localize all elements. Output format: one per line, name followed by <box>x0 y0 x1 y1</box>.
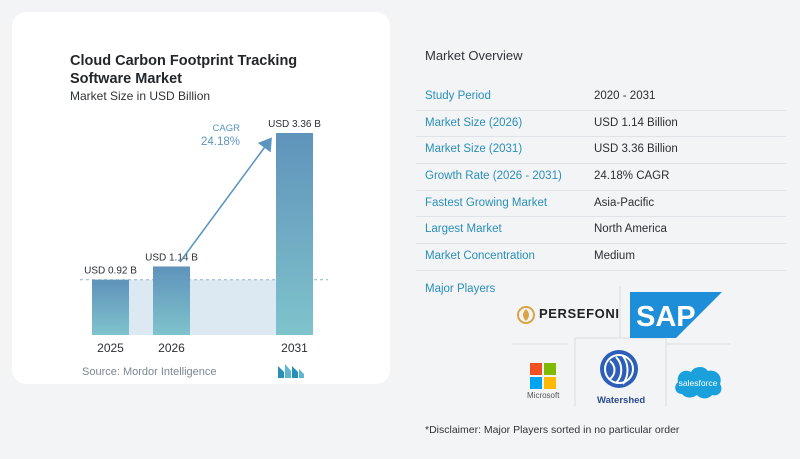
disclaimer-note: *Disclaimer: Major Players sorted in no … <box>425 424 680 436</box>
overview-title: Market Overview <box>425 48 523 63</box>
overview-label: Study Period <box>425 90 491 102</box>
salesforce-logo-icon: salesforce <box>675 366 722 399</box>
cagr-value: 24.18% <box>201 136 240 148</box>
source-note: Source: Mordor Intelligence <box>82 366 217 378</box>
persefoni-logo-text: PERSEFONI <box>539 306 620 321</box>
x-tick-label: 2031 <box>281 341 308 355</box>
overview-row-study-period: Study Period 2020 - 2031 <box>416 84 786 111</box>
cagr-arrow <box>179 137 272 263</box>
players-grid-lines <box>512 286 730 406</box>
overview-table: Study Period 2020 - 2031 Market Size (20… <box>416 84 786 271</box>
overview-label: Largest Market <box>425 223 502 236</box>
overview-value: North America <box>594 223 667 236</box>
watershed-logo-icon <box>600 350 638 388</box>
overview-label: Fastest Growing Market <box>425 196 548 209</box>
sap-logo-text: SAP <box>636 301 696 333</box>
microsoft-logo-icon <box>530 363 556 389</box>
overview-value: USD 1.14 Billion <box>594 116 678 129</box>
microsoft-logo-text: Microsoft <box>527 391 560 400</box>
x-tick-label: 2026 <box>158 341 185 355</box>
overview-value: USD 3.36 Billion <box>594 143 678 156</box>
overview-label: Market Size (2031) <box>425 143 523 156</box>
overview-row-fastest-growing: Fastest Growing Market Asia-Pacific <box>416 191 786 218</box>
overview-value: 24.18% CAGR <box>594 170 670 183</box>
overview-row-market-size-2026: Market Size (2026) USD 1.14 Billion <box>416 111 786 138</box>
persefoni-logo-icon <box>517 306 535 324</box>
overview-label: Growth Rate (2026 - 2031) <box>425 170 562 183</box>
overview-row-market-size-2031: Market Size (2031) USD 3.36 Billion <box>416 137 786 165</box>
major-players-title: Major Players <box>425 283 496 295</box>
bar-value-label: USD 3.36 B <box>268 119 321 130</box>
mordor-intelligence-logo-icon <box>278 364 304 378</box>
chart-subtitle: Market Size in USD Billion <box>70 89 211 103</box>
overview-value: Asia-Pacific <box>594 196 655 209</box>
bar-2025 <box>92 279 129 335</box>
salesforce-logo-text: salesforce <box>679 378 718 388</box>
overview-row-concentration: Market Concentration Medium <box>416 244 786 271</box>
bar-chart: USD 0.92 B 2025 USD 1.14 B 2026 USD 3.36 B 20… <box>80 119 328 355</box>
cagr-label: CAGR <box>213 123 241 134</box>
bar-2031 <box>276 133 313 335</box>
chart-title: Cloud Carbon Footprint Tracking Software… <box>70 53 298 87</box>
bar-2026 <box>153 266 190 335</box>
overview-label: Market Size (2026) <box>425 116 523 129</box>
x-tick-label: 2025 <box>97 341 124 355</box>
watershed-logo-text: Watershed <box>597 395 646 406</box>
overview-row-largest-market: Largest Market North America <box>416 217 786 245</box>
overview-label: Market Concentration <box>425 250 535 263</box>
sap-logo-icon: SAP <box>630 292 722 338</box>
overview-row-growth-rate: Growth Rate (2026 - 2031) 24.18% CAGR <box>416 164 786 191</box>
bar-value-label: USD 0.92 B <box>84 266 137 277</box>
bar-value-label: USD 1.14 B <box>145 252 198 263</box>
overview-value: Medium <box>594 250 635 263</box>
overview-value: 2020 - 2031 <box>594 90 656 102</box>
